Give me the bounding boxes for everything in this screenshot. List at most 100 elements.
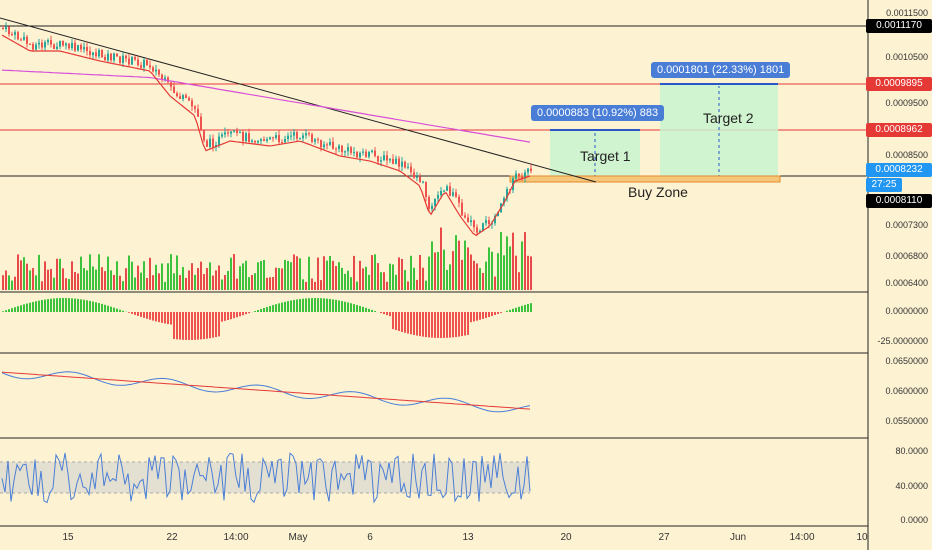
candle-body <box>44 42 46 48</box>
volume-bar <box>77 273 79 290</box>
macd-bar <box>29 302 31 312</box>
macd-bar <box>329 298 331 312</box>
candle-body <box>104 56 106 61</box>
macd-bar <box>284 301 286 312</box>
price-axis-label: 0.0011500 <box>886 8 928 18</box>
rsi-line <box>1 452 531 504</box>
macd-bar <box>2 311 4 312</box>
buy-zone-box[interactable] <box>509 175 781 183</box>
macd-bar <box>212 312 214 338</box>
macd-bar <box>431 312 433 338</box>
candle-body <box>431 205 433 209</box>
macd-axis-label: 0.0000000 <box>885 306 928 316</box>
macd-bar <box>71 298 73 312</box>
volume-bar <box>212 275 214 290</box>
ma-red-line <box>1 34 531 237</box>
price-axis-label: 0.0006800 <box>885 251 928 261</box>
volume-bar <box>113 274 115 290</box>
candle-body <box>317 139 319 141</box>
candle-body <box>338 145 340 149</box>
volume-bar <box>509 246 511 290</box>
trendline[interactable] <box>0 17 597 183</box>
volume-bar <box>191 263 193 290</box>
macd-bar <box>176 312 178 340</box>
macd-bar <box>254 311 256 312</box>
macd-bar <box>455 312 457 338</box>
volume-bar <box>56 258 58 290</box>
candle-body <box>2 28 4 30</box>
price-tag-support[interactable]: 0.0008110 <box>866 194 932 208</box>
candle-body <box>494 215 496 224</box>
candle-body <box>98 50 100 57</box>
macd-bar <box>146 312 148 319</box>
volume-bar <box>53 277 55 290</box>
macd-bar <box>209 312 211 339</box>
candle-body <box>224 132 226 135</box>
volume-bar <box>263 259 265 290</box>
candle-body <box>521 176 523 178</box>
candle-body <box>275 135 277 139</box>
candle-body <box>449 186 451 196</box>
price-tag-top[interactable]: 0.0011170 <box>866 19 932 33</box>
candle-body <box>416 176 418 178</box>
price-tag-target2[interactable]: 0.0009895 <box>866 77 932 91</box>
candle-body <box>5 26 7 30</box>
candle-body <box>260 139 262 141</box>
macd-bar <box>188 312 190 340</box>
macd-bar <box>23 304 25 312</box>
candle-body <box>170 82 172 87</box>
macd-bar <box>320 298 322 312</box>
middle-indicator-red <box>1 371 531 410</box>
macd-bar <box>119 309 121 312</box>
macd-bar <box>143 312 145 318</box>
macd-bar <box>272 305 274 312</box>
candle-body <box>173 86 175 94</box>
volume-bar <box>323 256 325 290</box>
volume-bar <box>146 278 148 290</box>
macd-bar <box>290 300 292 312</box>
target1-callout[interactable]: 0.0000883 (10.92%) 883 <box>531 105 665 121</box>
candle-body <box>347 147 349 152</box>
volume-bar <box>89 254 91 290</box>
macd-bar <box>344 301 346 312</box>
candle-body <box>284 139 286 143</box>
candle-body <box>530 168 532 172</box>
candle-body <box>161 74 163 80</box>
candle-body <box>197 108 199 117</box>
target2-callout[interactable]: 0.0001801 (22.33%) 1801 <box>651 62 791 78</box>
macd-bar <box>224 312 226 321</box>
macd-bar <box>485 312 487 318</box>
candlesticks[interactable] <box>2 22 532 237</box>
price-tag-current[interactable]: 0.0008232 <box>866 163 932 177</box>
volume-bar <box>104 271 106 290</box>
macd-bar <box>488 312 490 318</box>
volume-bar <box>362 268 364 290</box>
volume-bar <box>257 262 259 290</box>
candle-body <box>515 173 517 179</box>
volume-bar <box>416 279 418 290</box>
volume-bar <box>365 266 367 290</box>
macd-bar <box>230 312 232 320</box>
candle-body <box>362 151 364 153</box>
volume-bar <box>347 270 349 290</box>
volume-bar <box>239 266 241 290</box>
volume-bar <box>440 227 442 290</box>
macd-histogram <box>2 298 532 340</box>
candle-body <box>20 39 22 41</box>
macd-bar <box>509 309 511 312</box>
candle-body <box>68 43 70 49</box>
macd-bar <box>410 312 412 335</box>
candle-body <box>254 140 256 143</box>
macd-bar <box>86 300 88 312</box>
macd-axis-label: -25.0000000 <box>877 336 928 346</box>
volume-bar <box>50 268 52 290</box>
time-axis-label: 10 <box>856 532 868 543</box>
candle-body <box>371 150 373 153</box>
macd-bar <box>203 312 205 340</box>
macd-bar <box>95 302 97 312</box>
price-tag-target1[interactable]: 0.0008962 <box>866 123 932 137</box>
buy-zone-label: Buy Zone <box>628 184 688 200</box>
candle-body <box>119 56 121 63</box>
